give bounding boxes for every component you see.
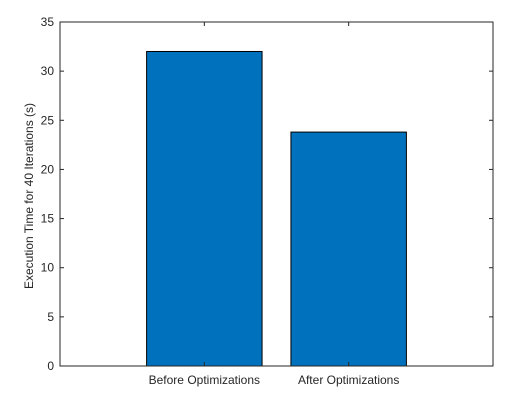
bar-1 <box>146 50 263 367</box>
plot-area: Before Optimizations After Optimizations 0… <box>41 15 494 387</box>
x-tick-label: After Optimizations <box>298 373 399 387</box>
y-tick-label: 25 <box>41 113 55 127</box>
y-tick-label: 30 <box>41 64 55 78</box>
y-axis-label: Execution Time for 40 Iterations (s) <box>22 103 36 289</box>
y-tick-label: 20 <box>41 162 55 176</box>
y-tick-label: 0 <box>47 359 54 373</box>
y-tick-label: 5 <box>47 310 54 324</box>
y-tick-label: 15 <box>41 212 55 226</box>
x-tick-label: Before Optimizations <box>149 373 260 387</box>
axes-box <box>59 21 494 367</box>
bar-2 <box>290 131 407 367</box>
y-tick-label: 35 <box>41 15 55 29</box>
y-tick-label: 10 <box>41 261 55 275</box>
